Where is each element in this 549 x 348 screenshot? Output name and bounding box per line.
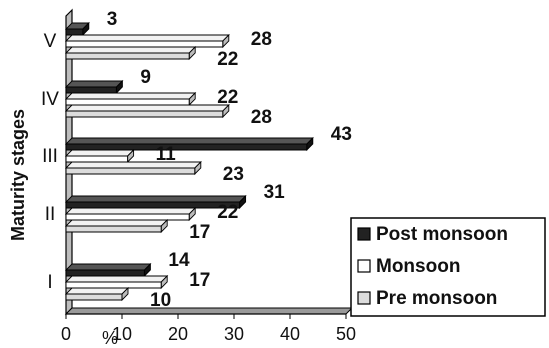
bar-top-face [64,92,197,100]
bar [65,143,308,151]
category-label: IV [41,89,59,110]
bar [65,201,241,209]
data-label: 14 [168,250,190,271]
category-label: II [45,204,56,225]
bar-top-face [64,207,197,215]
y-axis-title: Maturity stages [8,109,28,241]
legend-label: Post monsoon [376,224,508,245]
data-label: 28 [251,29,272,50]
bar [65,269,145,277]
bar-top-face [64,219,169,227]
bar [65,225,162,233]
category-label: I [47,272,52,293]
x-tick-label: 50 [336,324,356,344]
bar [65,40,224,48]
bar [65,293,123,301]
data-label: 43 [331,124,352,145]
legend: Post monsoon Monsoon Pre monsoon [350,217,546,317]
bar [65,98,190,106]
bar-top-face [64,287,130,295]
data-label: 3 [107,9,118,30]
x-tick-label: 30 [224,324,244,344]
data-label: 31 [264,182,286,203]
data-label: 9 [140,67,151,88]
bar-top-face [64,263,152,271]
bar-top-face [64,137,314,145]
legend-swatch [357,259,371,273]
x-tick-label: 10 [112,324,132,344]
category-label: V [44,31,57,52]
bars [64,21,314,302]
x-axis-title: % [102,328,118,348]
data-label: 10 [150,290,171,311]
bar [65,110,224,118]
data-label: 23 [223,164,244,185]
legend-swatch [357,227,371,241]
data-label: 17 [189,270,210,291]
bar-top-face [64,34,230,42]
x-tick-label: 40 [280,324,300,344]
legend-box [350,217,546,317]
data-label: 28 [251,107,272,128]
bar [65,52,190,60]
x-tick-label: 20 [168,324,188,344]
bar [65,86,117,94]
bar [65,213,190,221]
data-label: 17 [189,222,210,243]
bar-top-face [64,149,135,157]
bar [65,281,162,289]
floor [64,307,354,315]
bar [65,28,84,36]
bar-top-face [64,46,197,54]
data-label: 22 [217,49,238,70]
bar-top-face [64,80,124,88]
bar [65,155,129,163]
bar-top-face [64,275,169,283]
bar [65,167,196,175]
bar-top-face [64,104,230,112]
category-label: III [42,146,58,167]
legend-label: Pre monsoon [376,288,497,309]
x-tick-label: 0 [61,324,71,344]
data-label: 22 [217,87,238,108]
bar-top-face [64,161,202,169]
legend-swatch [357,291,371,305]
data-label: 11 [156,144,177,165]
data-label: 22 [217,202,238,223]
legend-label: Monsoon [376,256,460,277]
